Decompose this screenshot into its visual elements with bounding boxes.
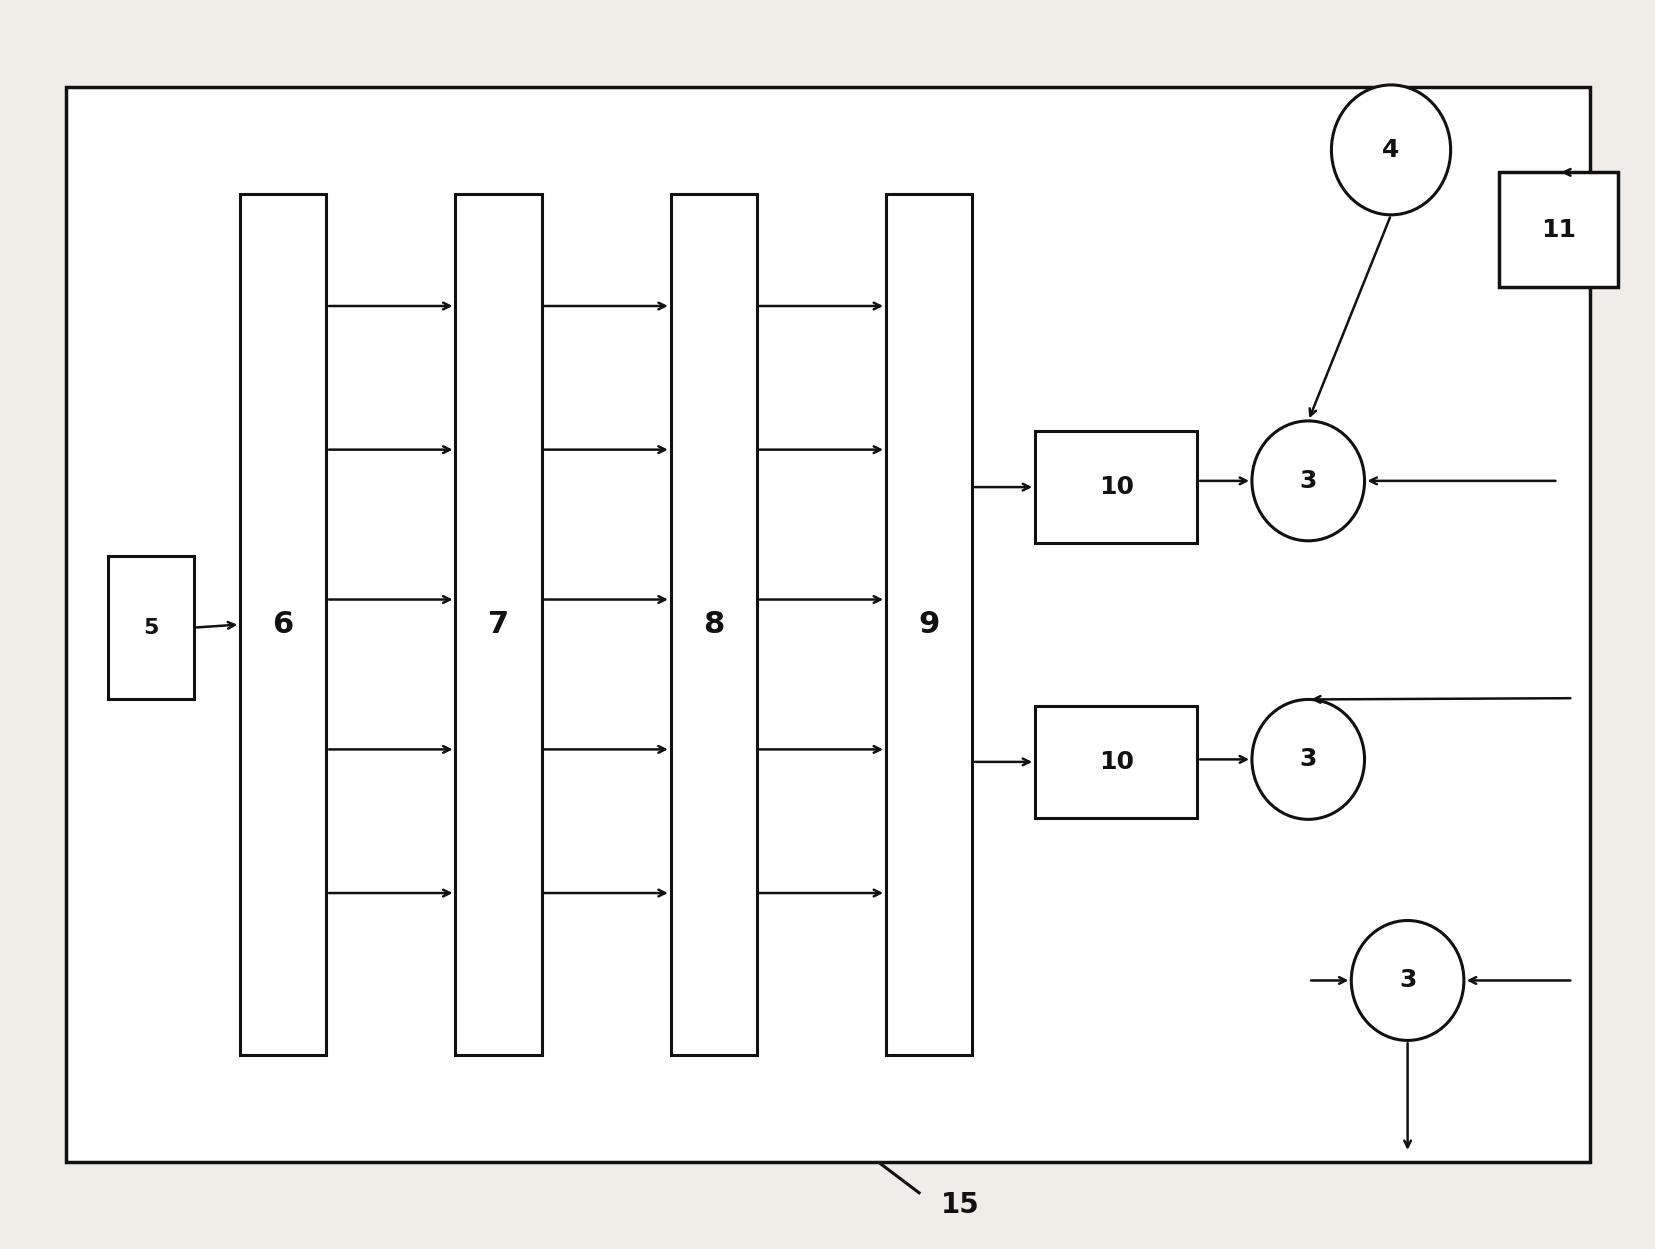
Bar xyxy=(1498,172,1617,287)
Text: 6: 6 xyxy=(273,610,293,639)
Text: 3: 3 xyxy=(1299,468,1316,493)
Bar xyxy=(108,556,194,699)
Text: 5: 5 xyxy=(142,617,159,638)
Bar xyxy=(66,87,1589,1162)
Bar xyxy=(670,194,756,1055)
Ellipse shape xyxy=(1251,699,1364,819)
Text: 11: 11 xyxy=(1539,217,1576,242)
Text: 9: 9 xyxy=(919,610,938,639)
Ellipse shape xyxy=(1251,421,1364,541)
Text: 15: 15 xyxy=(940,1192,980,1219)
Text: 10: 10 xyxy=(1097,749,1134,774)
Ellipse shape xyxy=(1331,85,1450,215)
Text: 10: 10 xyxy=(1097,475,1134,500)
Bar xyxy=(1034,706,1197,818)
Text: 3: 3 xyxy=(1299,747,1316,772)
Bar xyxy=(240,194,326,1055)
Bar xyxy=(1034,431,1197,543)
Text: 8: 8 xyxy=(703,610,723,639)
Text: 7: 7 xyxy=(488,610,508,639)
Text: 4: 4 xyxy=(1382,137,1398,162)
Bar xyxy=(885,194,971,1055)
Text: 3: 3 xyxy=(1398,968,1415,993)
Bar xyxy=(455,194,541,1055)
Ellipse shape xyxy=(1350,921,1463,1040)
